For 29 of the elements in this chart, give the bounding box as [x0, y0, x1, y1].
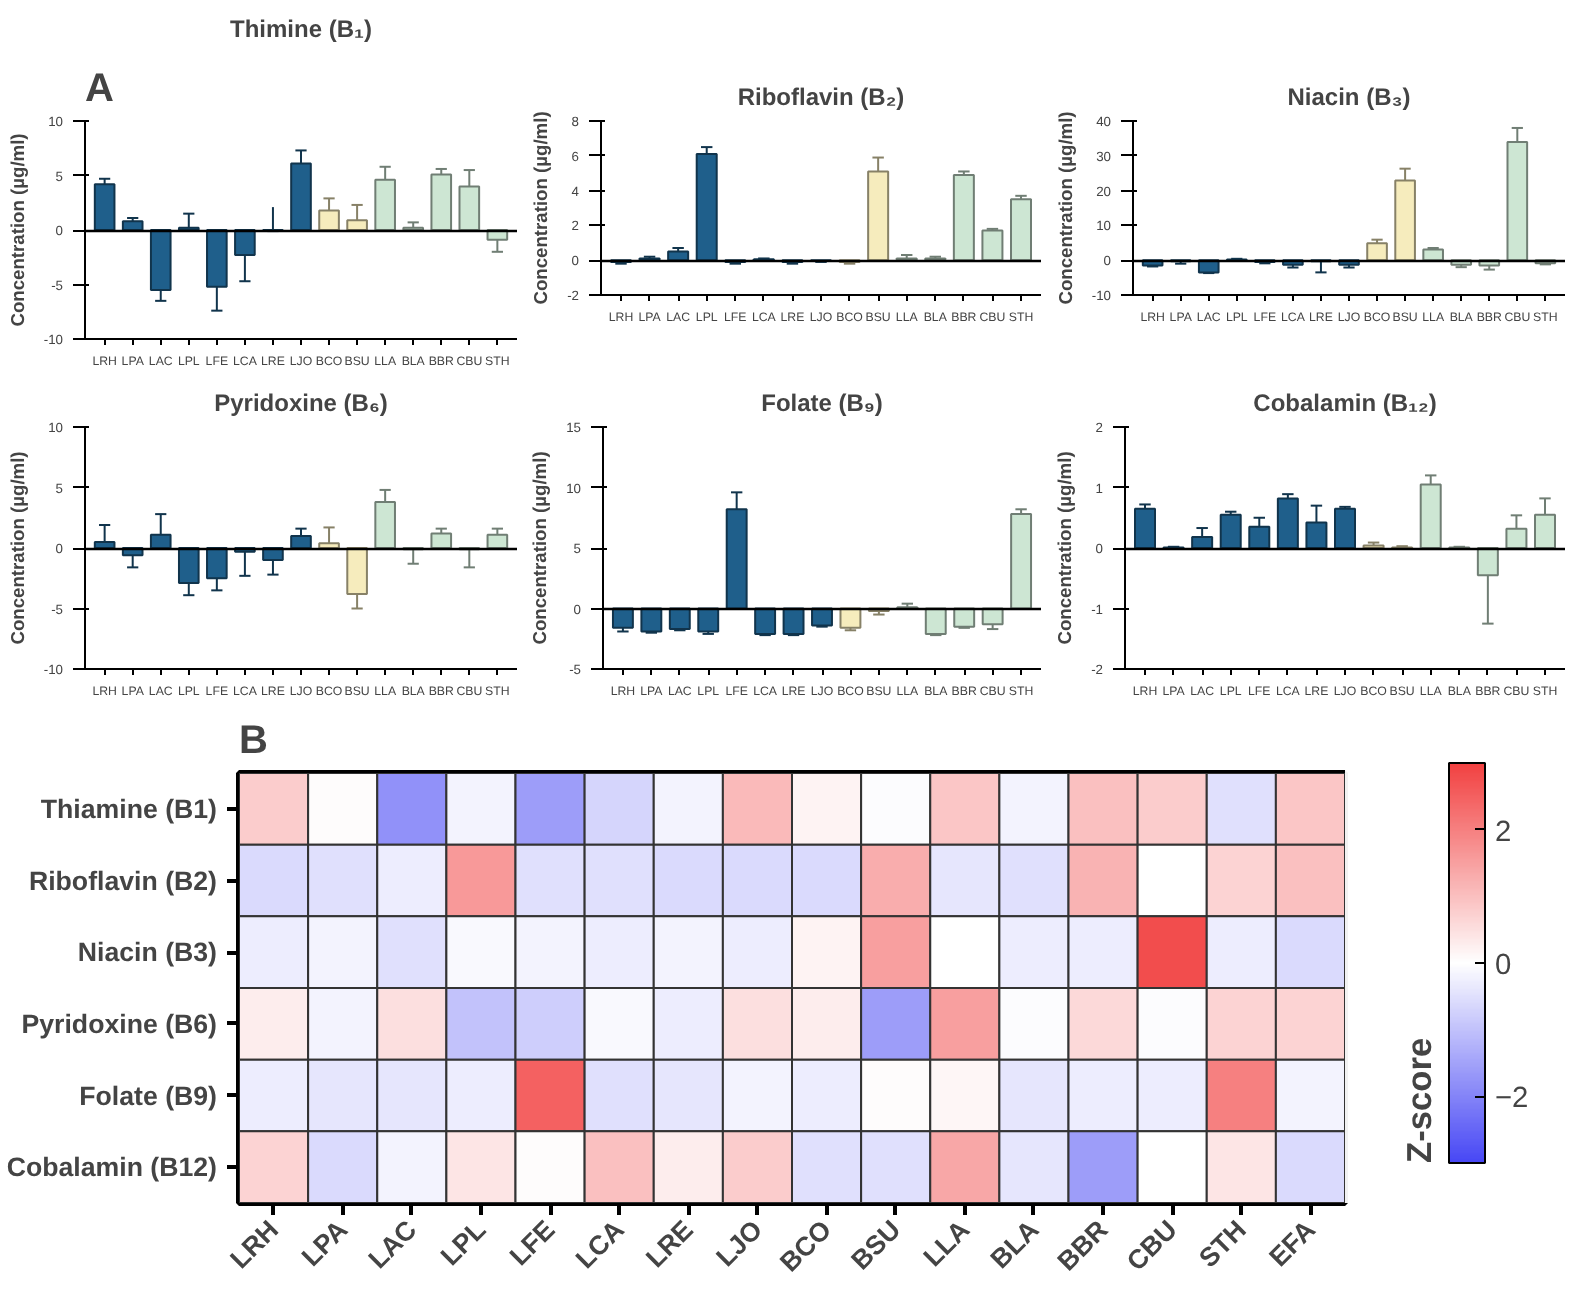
color-bar-label: 2 — [1495, 816, 1512, 849]
y-tick-label: Folate (B9) — [79, 1080, 218, 1111]
x-tick-label: LJO — [710, 1214, 769, 1273]
x-tick-label: LPL — [434, 1214, 492, 1272]
y-tick-label: Thiamine (B1) — [40, 793, 217, 824]
y-axis-title: Concentration (µg/ml) — [530, 451, 551, 645]
x-tick-label: LLA — [917, 1213, 976, 1273]
color-bar-label: 0 — [1495, 950, 1512, 982]
y-axis-title: Concentration (µg/ml) — [1055, 111, 1076, 305]
color-bar-label: −2 — [1495, 1083, 1529, 1116]
chart-title: Folate (B₉) — [761, 389, 883, 417]
x-tick-label: LPA — [295, 1213, 354, 1272]
y-axis-title: Concentration (µg/ml) — [531, 111, 552, 305]
y-axis-title: Concentration (µg/ml) — [1055, 451, 1076, 645]
y-axis-title: Concentration (µg/ml) — [7, 133, 28, 327]
chart-title: Cobalamin (B₁₂) — [1253, 389, 1437, 417]
y-tick-label: Niacin (B3) — [77, 937, 218, 968]
chart-title: Niacin (B₃) — [1287, 83, 1411, 111]
color-bar-title: Z-score — [1399, 1037, 1439, 1163]
text: B — [239, 719, 268, 763]
y-tick-label: Riboflavin (B2) — [28, 865, 218, 896]
text: A — [85, 67, 114, 111]
chart-title: Riboflavin (B₂) — [737, 83, 905, 111]
y-tick-label: Pyridoxine (B6) — [21, 1008, 218, 1039]
y-axis-title: Concentration (µg/ml) — [7, 451, 28, 645]
chart-title: Thimine (B₁) — [230, 15, 372, 43]
x-tick-label: EFA — [1263, 1213, 1322, 1273]
chart-title: Pyridoxine (B₆) — [214, 389, 388, 417]
y-tick-label: Cobalamin (B12) — [6, 1152, 218, 1183]
